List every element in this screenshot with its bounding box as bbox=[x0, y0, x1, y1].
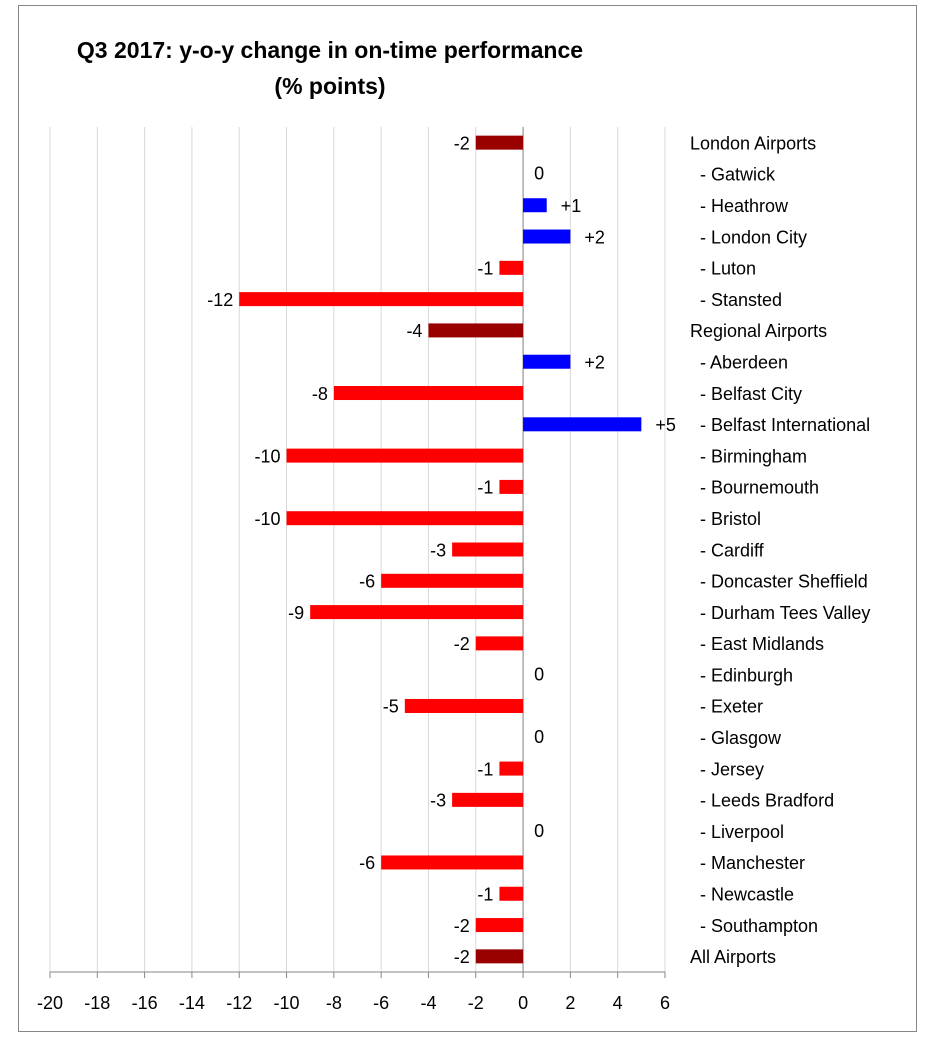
bar bbox=[499, 260, 524, 275]
category-label: - Doncaster Sheffield bbox=[700, 572, 868, 592]
bar bbox=[523, 354, 571, 369]
value-label: +1 bbox=[561, 196, 582, 216]
x-tick-label: -14 bbox=[179, 993, 205, 1013]
x-tick-label: -18 bbox=[84, 993, 110, 1013]
bar bbox=[286, 448, 524, 463]
bar bbox=[523, 417, 642, 432]
value-label: -10 bbox=[255, 446, 281, 466]
bar bbox=[381, 573, 524, 588]
category-label: - Newcastle bbox=[700, 885, 794, 905]
value-label: +5 bbox=[655, 415, 676, 435]
x-tick-label: -8 bbox=[326, 993, 342, 1013]
value-label: -6 bbox=[359, 853, 375, 873]
value-label: -2 bbox=[454, 916, 470, 936]
value-label: +2 bbox=[584, 227, 605, 247]
value-label: 0 bbox=[534, 664, 544, 684]
category-label: - Bristol bbox=[700, 509, 761, 529]
x-tick-label: 6 bbox=[660, 993, 670, 1013]
bar bbox=[475, 135, 524, 150]
bar bbox=[452, 542, 524, 557]
value-label: -10 bbox=[255, 509, 281, 529]
category-label: - Leeds Bradford bbox=[700, 791, 834, 811]
value-label: -2 bbox=[454, 634, 470, 654]
value-label: -2 bbox=[454, 947, 470, 967]
bar bbox=[381, 855, 524, 870]
value-label: 0 bbox=[534, 821, 544, 841]
x-tick-label: -2 bbox=[468, 993, 484, 1013]
value-label: -9 bbox=[288, 603, 304, 623]
category-label: - Stansted bbox=[700, 290, 782, 310]
bar bbox=[404, 698, 524, 713]
bar bbox=[499, 479, 524, 494]
bar bbox=[286, 511, 524, 526]
category-label: - Heathrow bbox=[700, 196, 789, 216]
value-label: -8 bbox=[312, 384, 328, 404]
x-tick-label: -16 bbox=[132, 993, 158, 1013]
bar bbox=[239, 292, 524, 307]
value-label: -3 bbox=[430, 791, 446, 811]
x-tick-label: -6 bbox=[373, 993, 389, 1013]
bar bbox=[475, 949, 524, 964]
x-tick-label: -10 bbox=[274, 993, 300, 1013]
value-label: -2 bbox=[454, 133, 470, 153]
value-label: +2 bbox=[584, 352, 605, 372]
x-tick-label: 2 bbox=[565, 993, 575, 1013]
chart-subtitle: (% points) bbox=[274, 73, 385, 99]
category-label: - East Midlands bbox=[700, 634, 824, 654]
category-label: - Edinburgh bbox=[700, 665, 793, 685]
value-label: -3 bbox=[430, 540, 446, 560]
bar bbox=[475, 918, 524, 933]
bar bbox=[475, 636, 524, 651]
category-label: - Exeter bbox=[700, 697, 763, 717]
category-label: - Liverpool bbox=[700, 822, 784, 842]
value-label: 0 bbox=[534, 164, 544, 184]
category-label: - Glasgow bbox=[700, 728, 782, 748]
category-label: - Jersey bbox=[700, 759, 764, 779]
category-label: - Aberdeen bbox=[700, 352, 788, 372]
category-label: - Luton bbox=[700, 259, 756, 279]
category-label: All Airports bbox=[690, 947, 776, 967]
category-label: - Gatwick bbox=[700, 165, 776, 185]
value-label: -1 bbox=[477, 885, 493, 905]
bar bbox=[310, 605, 524, 620]
category-label: - Durham Tees Valley bbox=[700, 603, 870, 623]
value-label: -1 bbox=[477, 478, 493, 498]
value-label: -4 bbox=[406, 321, 422, 341]
x-tick-label: -12 bbox=[226, 993, 252, 1013]
bar bbox=[452, 792, 524, 807]
bar bbox=[333, 386, 524, 401]
category-label: London Airports bbox=[690, 133, 816, 153]
category-label: - Bournemouth bbox=[700, 478, 819, 498]
x-tick-label: -4 bbox=[420, 993, 436, 1013]
category-label: - Cardiff bbox=[700, 540, 765, 560]
value-label: -1 bbox=[477, 759, 493, 779]
category-label: - London City bbox=[700, 227, 807, 247]
bar bbox=[428, 323, 524, 338]
category-label: - Birmingham bbox=[700, 446, 807, 466]
category-label: Regional Airports bbox=[690, 321, 827, 341]
value-label: -6 bbox=[359, 572, 375, 592]
x-tick-label: -20 bbox=[37, 993, 63, 1013]
x-tick-label: 4 bbox=[613, 993, 623, 1013]
bar bbox=[499, 886, 524, 901]
value-label: -12 bbox=[207, 290, 233, 310]
x-tick-label: 0 bbox=[518, 993, 528, 1013]
bar bbox=[523, 198, 547, 213]
value-label: -5 bbox=[383, 697, 399, 717]
category-label: - Manchester bbox=[700, 853, 805, 873]
bar bbox=[523, 229, 571, 244]
bar bbox=[499, 761, 524, 776]
category-label: - Belfast City bbox=[700, 384, 802, 404]
value-label: -1 bbox=[477, 259, 493, 279]
value-label: 0 bbox=[534, 727, 544, 747]
category-label: - Southampton bbox=[700, 916, 818, 936]
chart-title: Q3 2017: y-o-y change in on-time perform… bbox=[77, 37, 583, 63]
category-label: - Belfast International bbox=[700, 415, 870, 435]
